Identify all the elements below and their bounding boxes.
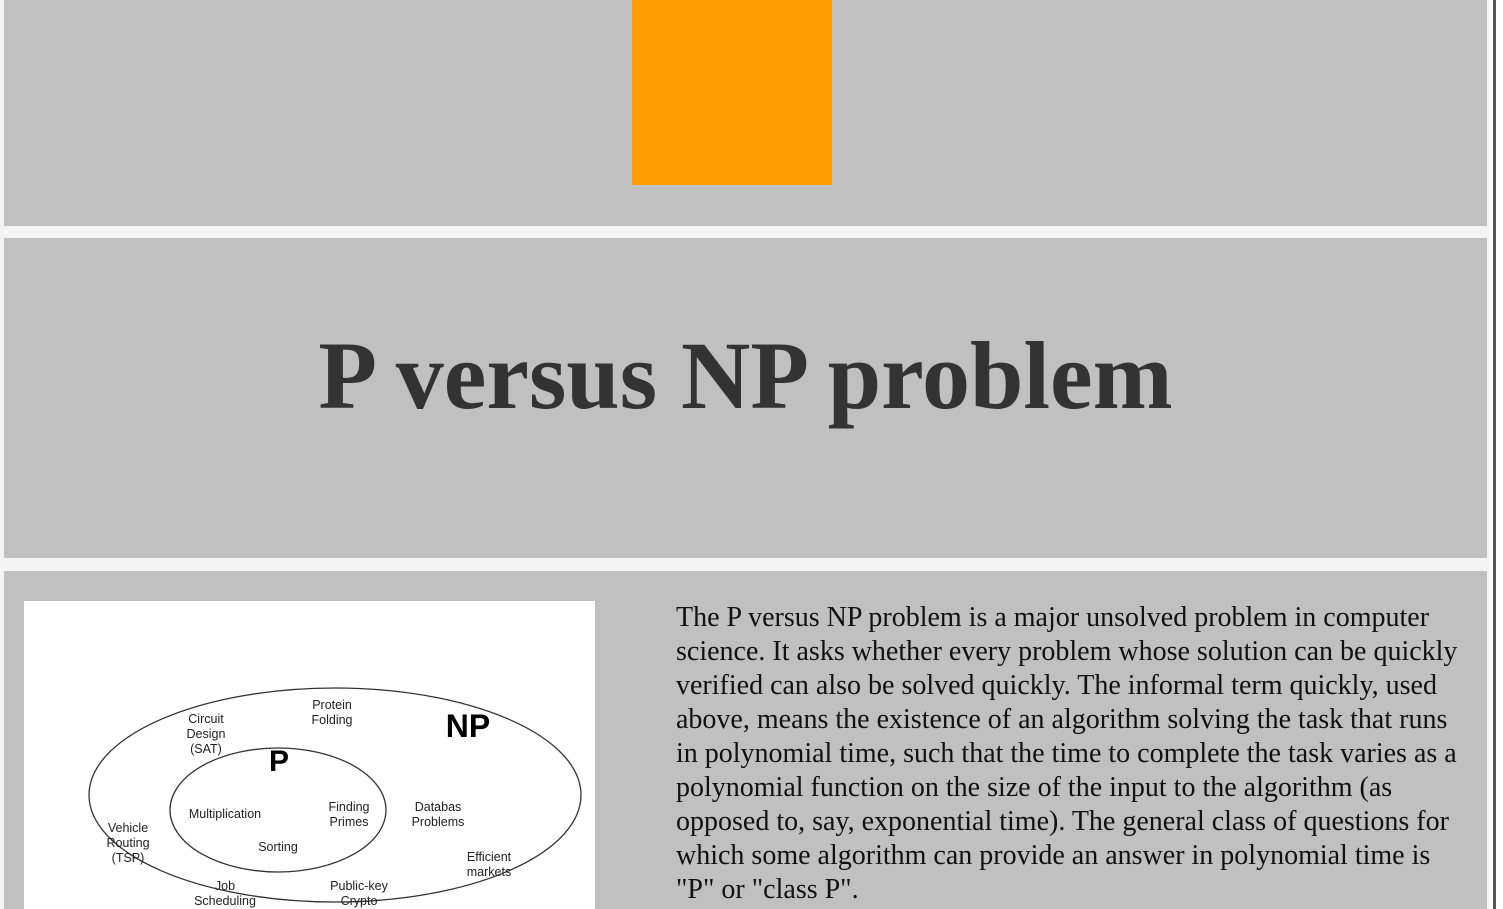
logo[interactable] bbox=[632, 0, 832, 185]
diagram-label: Primes bbox=[330, 815, 369, 829]
diagram-label: Job bbox=[215, 879, 235, 893]
diagram-label: Sorting bbox=[258, 840, 298, 854]
np-ellipse bbox=[88, 687, 582, 903]
diagram-label: Finding bbox=[329, 800, 370, 814]
diagram-label: Protein bbox=[312, 698, 352, 712]
diagram-label: Databas bbox=[415, 800, 462, 814]
scroll-thumb[interactable] bbox=[1493, 0, 1496, 909]
diagram-label: NP bbox=[446, 708, 490, 744]
diagram-label: Public-key bbox=[330, 879, 388, 893]
diagram-label: (TSP) bbox=[112, 851, 145, 865]
diagram-label: Crypto bbox=[341, 894, 378, 908]
p-ellipse bbox=[169, 747, 387, 873]
diagram-label: Folding bbox=[312, 713, 353, 727]
diagram-label: Circuit bbox=[188, 712, 224, 726]
paragraph: The P versus NP problem is a major unsol… bbox=[676, 602, 1458, 905]
diagram-label: Scheduling bbox=[194, 894, 256, 908]
diagram-label: Routing bbox=[106, 836, 149, 850]
diagram-label: P bbox=[269, 745, 289, 778]
diagram-label: Vehicle bbox=[108, 821, 148, 835]
diagram-label: Design bbox=[187, 727, 226, 741]
diagram-label: (SAT) bbox=[190, 742, 222, 756]
header-section bbox=[4, 0, 1487, 226]
diagram-label: Multiplication bbox=[189, 807, 261, 821]
diagram-label: markets bbox=[467, 865, 511, 879]
diagram-label: Efficient bbox=[467, 850, 512, 864]
diagram-label: Problems bbox=[412, 815, 465, 829]
content-section: Protein Folding Circuit Design (SAT) NP P Multi… bbox=[4, 571, 1487, 909]
title-section: P versus NP problem bbox=[4, 238, 1487, 558]
scrollbar[interactable] bbox=[1490, 0, 1503, 909]
page-title: P versus NP problem bbox=[318, 322, 1173, 429]
figure: Protein Folding Circuit Design (SAT) NP P Multi… bbox=[24, 601, 595, 909]
